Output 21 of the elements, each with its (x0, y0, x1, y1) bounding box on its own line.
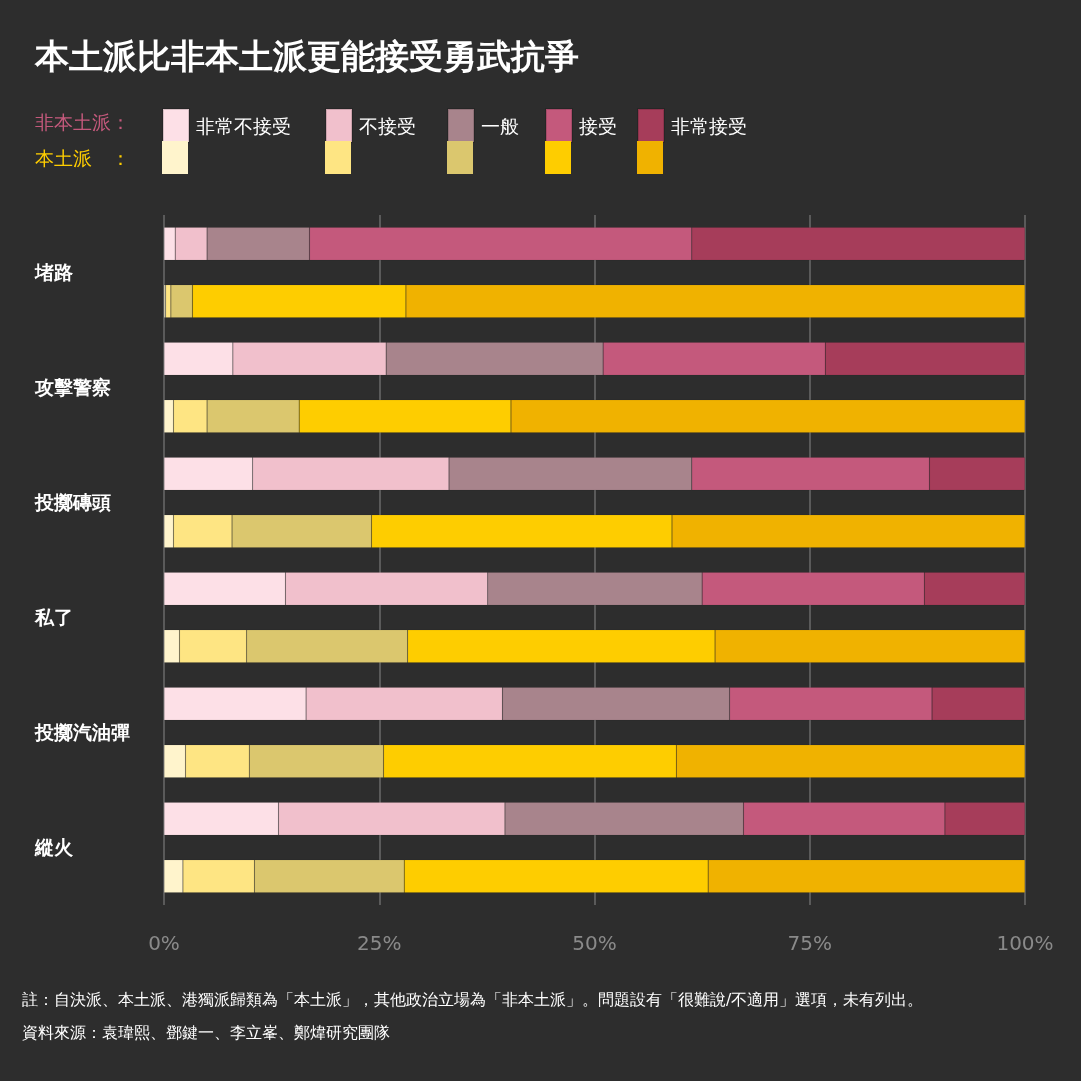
legend-label: 非常接受 (671, 114, 747, 137)
x-tick-label: 75% (787, 931, 832, 955)
y-tick-label: 縱火 (34, 836, 74, 859)
y-tick-label: 投擲磚頭 (34, 491, 111, 514)
legend-label: 不接受 (359, 114, 416, 137)
x-tick-label: 50% (572, 931, 617, 955)
text: 非本土派： (35, 111, 130, 133)
source-note: 資料來源：袁瑋熙、鄧鍵一、李立峯、鄭煒研究團隊 (22, 1023, 390, 1044)
x-tick-label: 100% (996, 931, 1054, 955)
legend-label: 一般 (481, 114, 519, 137)
y-tick-label: 攻擊警察 (34, 376, 111, 399)
y-tick-label: 私了 (34, 606, 73, 629)
text: 註：自決派、本土派、港獨派歸類為「本土派」，其他政治立場為「非本土派」。問題設有「很難說/不適用」選項，未有列出。 (22, 990, 924, 1011)
y-tick-label: 投擲汽油彈 (34, 721, 130, 744)
text: 本土派 ： (35, 147, 130, 169)
chart-title: 本土派比非本土派更能接受勇武抗爭 (35, 35, 579, 78)
legend-label: 非常不接受 (196, 114, 291, 137)
x-tick-label: 0% (148, 931, 180, 955)
legend-label: 接受 (579, 114, 617, 137)
x-tick-label: 25% (357, 931, 402, 955)
y-tick-label: 堵路 (34, 261, 73, 284)
